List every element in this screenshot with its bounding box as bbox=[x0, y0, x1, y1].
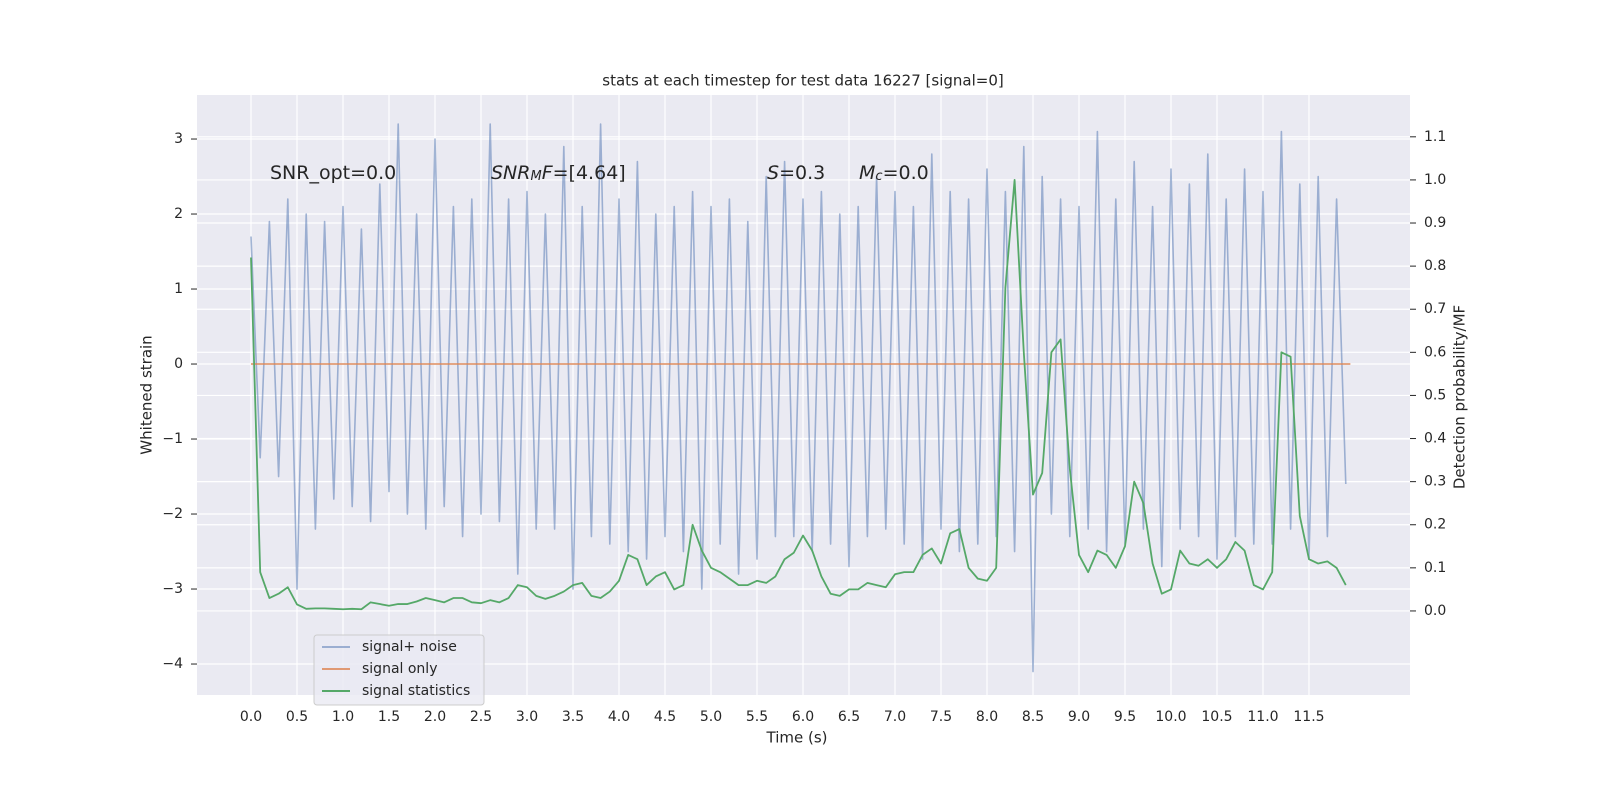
y2-tick-label: 0.8 bbox=[1424, 258, 1446, 274]
y-tick-label: 1 bbox=[174, 281, 183, 297]
annotation-part: =0.3 bbox=[779, 162, 825, 184]
annotation-part: M bbox=[530, 169, 541, 184]
x-tick-label: 4.5 bbox=[654, 709, 676, 725]
y2-tick-label: 0.2 bbox=[1424, 517, 1446, 533]
x-tick-label: 11.5 bbox=[1293, 709, 1324, 725]
y2-tick-label: 0.1 bbox=[1424, 560, 1446, 576]
x-tick-label: 7.5 bbox=[930, 709, 952, 725]
x-tick-label: 3.5 bbox=[562, 709, 584, 725]
annotation-part: =[4.64] bbox=[553, 162, 626, 184]
y-tick-label: 3 bbox=[174, 131, 183, 147]
x-tick-label: 5.5 bbox=[746, 709, 768, 725]
x-tick-label: 6.0 bbox=[792, 709, 814, 725]
chart-title: stats at each timestep for test data 162… bbox=[602, 72, 1003, 90]
y-tick-label: 0 bbox=[174, 356, 183, 372]
x-tick-label: 9.0 bbox=[1068, 709, 1090, 725]
legend-label: signal+ noise bbox=[362, 639, 457, 655]
annotation-part: M bbox=[859, 162, 875, 184]
x-tick-label: 5.0 bbox=[700, 709, 722, 725]
y2-tick-label: 1.1 bbox=[1424, 129, 1446, 145]
series-line bbox=[250, 123, 1347, 673]
annotation: SNR_opt=0.0 bbox=[270, 162, 396, 184]
annotation-part: S bbox=[767, 162, 779, 184]
annotation: S=0.3 bbox=[767, 162, 825, 184]
x-tick-label: 11.0 bbox=[1247, 709, 1278, 725]
annotation-part: SNR_opt=0.0 bbox=[270, 162, 396, 184]
y-tick-label: 2 bbox=[174, 206, 183, 222]
x-tick-label: 3.0 bbox=[516, 709, 538, 725]
grid bbox=[197, 95, 1410, 695]
x-tick-label: 10.5 bbox=[1201, 709, 1232, 725]
x-tick-label: 9.5 bbox=[1114, 709, 1136, 725]
annotation-part: =0.0 bbox=[883, 162, 929, 184]
x-tick-label: 0.5 bbox=[286, 709, 308, 725]
y2-tick-label: 0.7 bbox=[1424, 301, 1446, 317]
x-tick-label: 2.0 bbox=[424, 709, 446, 725]
y-tick-label: −4 bbox=[162, 656, 183, 672]
annotation: SNRMF=[4.64] bbox=[491, 162, 626, 184]
legend-box bbox=[313, 634, 485, 706]
x-tick-label: 7.0 bbox=[884, 709, 906, 725]
x-tick-label: 6.5 bbox=[838, 709, 860, 725]
y-tick-label: −1 bbox=[162, 431, 183, 447]
y2-tick-label: 0.9 bbox=[1424, 215, 1446, 231]
y2-tick-label: 0.4 bbox=[1424, 431, 1446, 447]
annotation-part: F bbox=[542, 162, 554, 184]
y2-tick-label: 0.5 bbox=[1424, 387, 1446, 403]
annotation-part: c bbox=[875, 169, 882, 184]
y-tick-label: −3 bbox=[162, 581, 183, 597]
x-tick-label: 2.5 bbox=[470, 709, 492, 725]
x-tick-label: 8.5 bbox=[1022, 709, 1044, 725]
y-axis-label: Whitened strain bbox=[138, 335, 156, 454]
x-axis-label: Time (s) bbox=[766, 729, 828, 747]
series-line bbox=[250, 179, 1347, 611]
y-tick-label: −2 bbox=[162, 506, 183, 522]
x-tick-label: 1.5 bbox=[378, 709, 400, 725]
y2-tick-label: 1.0 bbox=[1424, 172, 1446, 188]
y2-tick-label: 0.0 bbox=[1424, 603, 1446, 619]
annotation-part: SNR bbox=[491, 162, 530, 184]
y2-tick-label: 0.3 bbox=[1424, 474, 1446, 490]
legend-label: signal only bbox=[362, 661, 437, 677]
y2-tick-label: 0.6 bbox=[1424, 344, 1446, 360]
y2-axis-label: Detection probability/MF bbox=[1451, 305, 1469, 489]
x-tick-label: 10.0 bbox=[1155, 709, 1186, 725]
x-tick-label: 1.0 bbox=[332, 709, 354, 725]
legend-label: signal statistics bbox=[362, 683, 470, 699]
annotation: Mc=0.0 bbox=[859, 162, 929, 184]
x-tick-label: 4.0 bbox=[608, 709, 630, 725]
x-tick-label: 0.0 bbox=[240, 709, 262, 725]
x-tick-label: 8.0 bbox=[976, 709, 998, 725]
